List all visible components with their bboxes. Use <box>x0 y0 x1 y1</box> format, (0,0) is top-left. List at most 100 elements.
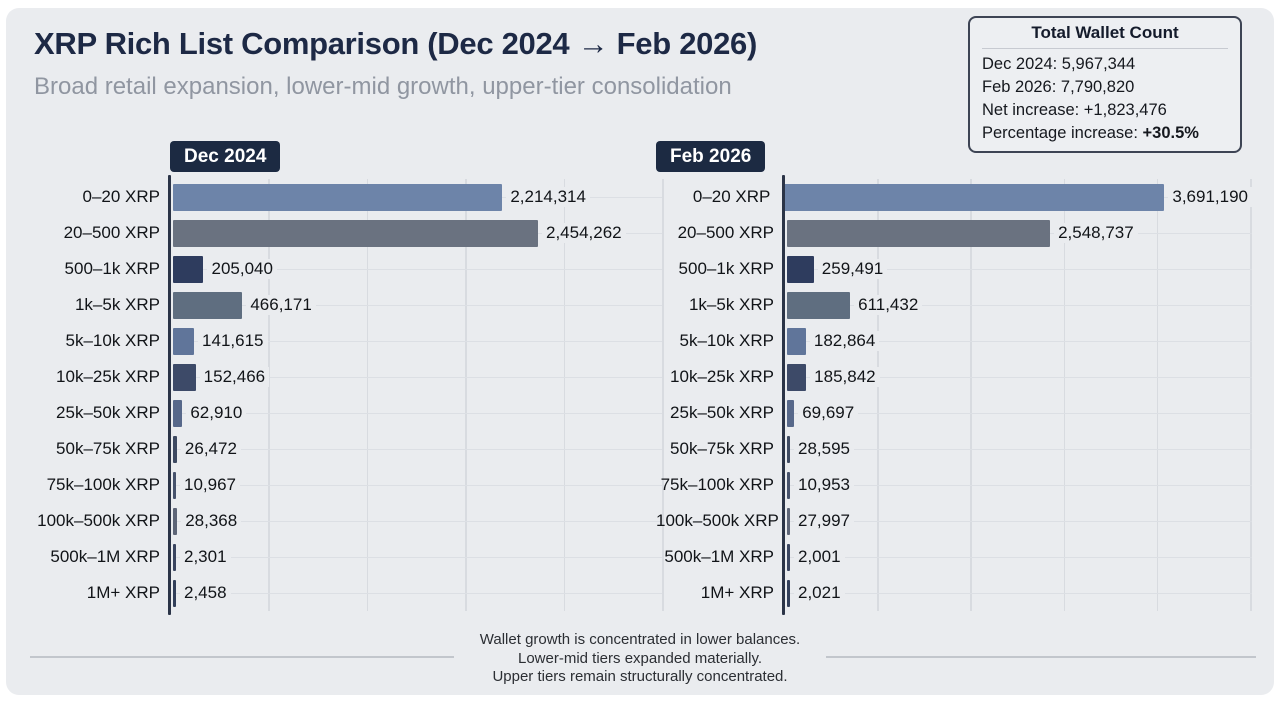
footer-divider-left <box>30 656 454 658</box>
bar <box>173 183 503 211</box>
bar <box>787 435 790 463</box>
bar <box>787 255 814 283</box>
bar-row: 5k–10k XRP 182,864 <box>656 323 1252 359</box>
bar-row: 50k–75k XRP 28,595 <box>656 431 1252 467</box>
bar <box>787 363 807 391</box>
tier-label: 10k–25k XRP <box>56 367 160 386</box>
gridline <box>563 179 566 611</box>
row-gridline <box>173 448 662 450</box>
tier-label: 75k–100k XRP <box>660 475 774 494</box>
tier-label: 0–20 XRP <box>692 187 771 206</box>
bar-row: 20–500 XRP 2,454,262 <box>34 215 662 251</box>
bar <box>173 363 196 391</box>
panel-badge-feb-2026: Feb 2026 <box>656 141 766 172</box>
panel-badge-dec-2024: Dec 2024 <box>170 141 281 172</box>
gridline <box>465 179 467 611</box>
bar <box>787 579 790 607</box>
bar-value: 10,953 <box>794 475 854 495</box>
tier-label: 20–500 XRP <box>63 223 160 242</box>
bar-row: 50k–75k XRP 26,472 <box>34 431 662 467</box>
bar-row: 1k–5k XRP 466,171 <box>34 287 662 323</box>
bar-value: 69,697 <box>798 403 859 423</box>
bar-value: 10,967 <box>180 475 240 495</box>
row-gridline <box>173 412 662 414</box>
plot-area: 185,842 <box>787 359 1252 395</box>
bar <box>173 471 176 499</box>
row-gridline <box>173 556 662 558</box>
page-subtitle: Broad retail expansion, lower-mid growth… <box>34 73 732 100</box>
gridline <box>1063 179 1066 611</box>
bar-row: 1k–5k XRP 611,432 <box>656 287 1252 323</box>
plot-area: 152,466 <box>173 359 662 395</box>
bar-row: 500k–1M XRP 2,001 <box>656 539 1252 575</box>
row-gridline <box>173 592 662 594</box>
vertical-gridlines <box>171 179 664 611</box>
footer-line-1: Wallet growth is concentrated in lower b… <box>479 631 801 648</box>
bar-row: 100k–500k XRP 27,997 <box>656 503 1252 539</box>
plot-area: 611,432 <box>787 287 1252 323</box>
bar-value: 2,548,737 <box>1054 223 1138 243</box>
bar-value: 2,301 <box>180 547 231 567</box>
plot-area: 69,697 <box>787 395 1252 431</box>
page-title: XRP Rich List Comparison (Dec 2024 → Feb… <box>34 26 757 61</box>
tier-label: 20–500 XRP <box>677 223 774 242</box>
bar-value: 2,214,314 <box>506 187 590 207</box>
row-gridline <box>787 520 1252 522</box>
footer-notes: Wallet growth is concentrated in lower b… <box>0 631 1280 687</box>
row-gridline <box>787 376 1252 378</box>
bar-value: 3,691,190 <box>1168 187 1252 207</box>
tier-label: 1M+ XRP <box>700 583 774 602</box>
plot-area: 2,454,262 <box>173 215 662 251</box>
bar-row: 500–1k XRP 259,491 <box>656 251 1252 287</box>
row-gridline <box>173 376 662 378</box>
bar <box>787 219 1051 247</box>
total-wallet-count-box: Total Wallet Count Dec 2024: 5,967,344 F… <box>968 16 1242 153</box>
bar <box>173 579 176 607</box>
bar-row: 75k–100k XRP 10,953 <box>656 467 1252 503</box>
bar <box>787 327 806 355</box>
plot-area: 259,491 <box>787 251 1252 287</box>
bar-row: 75k–100k XRP 10,967 <box>34 467 662 503</box>
plot-area: 2,301 <box>173 539 662 575</box>
bar <box>787 399 795 427</box>
gridline <box>662 179 664 611</box>
bar-row: 500k–1M XRP 2,301 <box>34 539 662 575</box>
row-gridline <box>787 592 1252 594</box>
summary-pct-label: Percentage increase: <box>982 124 1143 142</box>
gridline <box>268 179 270 611</box>
bar-value: 28,595 <box>794 439 854 459</box>
bar-row: 10k–25k XRP 185,842 <box>656 359 1252 395</box>
footer-line-3: Upper tiers remain structurally concentr… <box>492 668 788 685</box>
tier-label: 500k–1M XRP <box>664 547 774 566</box>
tier-label: 100k–500k XRP <box>37 511 160 530</box>
bar-value: 466,171 <box>246 295 316 315</box>
tier-label: 100k–500k XRP <box>656 511 779 530</box>
bar <box>173 327 195 355</box>
plot-area: 2,548,737 <box>787 215 1252 251</box>
tier-label: 500k–1M XRP <box>50 547 160 566</box>
bar <box>173 291 243 319</box>
bar-row: 0–20 XRP 2,214,314 <box>34 179 662 215</box>
plot-area: 2,214,314 <box>173 179 662 215</box>
tier-label: 25k–50k XRP <box>56 403 160 422</box>
plot-area: 28,595 <box>787 431 1252 467</box>
bar <box>787 291 851 319</box>
bar-row: 1M+ XRP 2,021 <box>656 575 1252 611</box>
plot-area: 26,472 <box>173 431 662 467</box>
bar-value: 182,864 <box>809 331 880 351</box>
chart-feb-2026: 0–20 XRP 3,691,190 20–500 XRP 2,548,737 500–… <box>656 175 1252 615</box>
bar-value: 28,368 <box>181 511 242 531</box>
bar <box>787 471 790 499</box>
bar-row: 25k–50k XRP 62,910 <box>34 395 662 431</box>
row-gridline <box>787 412 1252 414</box>
bar-row: 20–500 XRP 2,548,737 <box>656 215 1252 251</box>
tier-label: 1k–5k XRP <box>74 295 160 314</box>
gridline <box>366 179 369 611</box>
plot-area: 466,171 <box>173 287 662 323</box>
plot-area: 27,997 <box>787 503 1252 539</box>
bar-value: 2,458 <box>180 583 231 603</box>
summary-feb-line: Feb 2026: 7,790,820 <box>982 78 1135 96</box>
bar-row: 25k–50k XRP 69,697 <box>656 395 1252 431</box>
tier-label: 1k–5k XRP <box>688 295 774 314</box>
